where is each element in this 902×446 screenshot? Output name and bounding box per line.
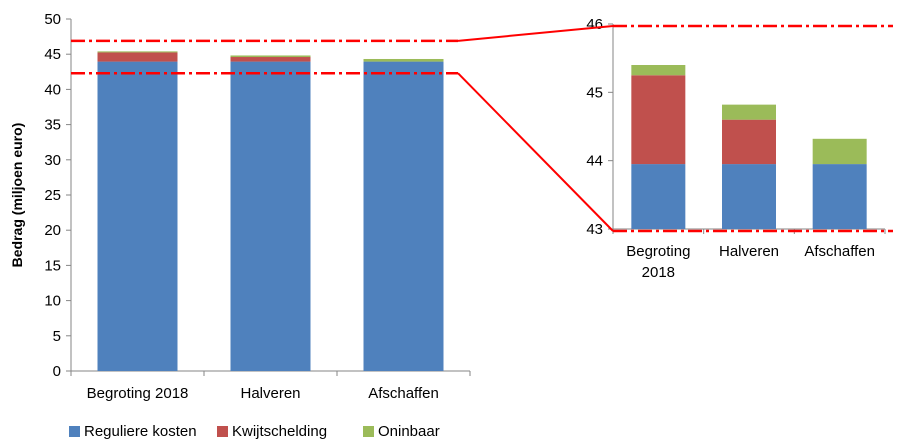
y-axis-title: Bedrag (miljoen euro) [9, 123, 25, 268]
zoom-bar-segment [631, 65, 686, 76]
y-tick-label: 30 [44, 152, 61, 169]
x-tick-label: Halveren [240, 385, 300, 402]
zoom-y-tick-label: 43 [586, 221, 603, 238]
y-tick-label: 5 [53, 328, 61, 345]
bar-segment [363, 58, 444, 62]
bar-segment [97, 52, 178, 62]
y-tick-label: 45 [44, 46, 61, 63]
bar-segment [230, 61, 311, 371]
zoom-bar-segment [722, 164, 776, 229]
zoom-bar-segment [722, 119, 776, 165]
legend-swatch [217, 426, 228, 437]
legend-entry: Oninbaar [378, 423, 440, 440]
zoom-bar-segment [812, 138, 867, 165]
legend-entry: Reguliere kosten [84, 423, 197, 440]
zoom-connector-line [457, 25, 614, 42]
y-tick-label: 0 [53, 363, 61, 380]
x-tick-label: Begroting 2018 [87, 385, 189, 402]
zoom-connector-line [457, 72, 614, 232]
legend-entry: Kwijtschelding [232, 423, 327, 440]
zoom-x-tick-label: Afschaffen [804, 243, 875, 260]
y-tick-label: 40 [44, 81, 61, 98]
zoom-bar-segment [631, 75, 686, 165]
zoom-x-tick-label: Halveren [719, 243, 779, 260]
bar-segment [363, 61, 444, 371]
y-tick-label: 20 [44, 222, 61, 239]
zoom-bar-segment [812, 164, 867, 229]
y-tick-label: 35 [44, 117, 61, 134]
y-tick-label: 10 [44, 293, 61, 310]
zoom-x-tick-label: Begroting [626, 243, 690, 260]
legend-swatch [69, 426, 80, 437]
y-tick-label: 25 [44, 187, 61, 204]
bar-segment [97, 61, 178, 371]
zoom-bar-segment [631, 164, 686, 229]
y-tick-label: 50 [44, 11, 61, 28]
x-tick-label: Afschaffen [368, 385, 439, 402]
zoom-bar-segment [722, 104, 776, 120]
zoom-x-tick-label: 2018 [642, 264, 675, 281]
legend-swatch [363, 426, 374, 437]
bar-segment [97, 51, 178, 53]
bar-segment [230, 55, 311, 58]
bar-segment [230, 57, 311, 62]
y-tick-label: 15 [44, 257, 61, 274]
zoom-y-tick-label: 45 [586, 84, 603, 101]
zoom-y-tick-label: 44 [586, 153, 603, 170]
zoom-y-tick-label: 46 [586, 16, 603, 33]
